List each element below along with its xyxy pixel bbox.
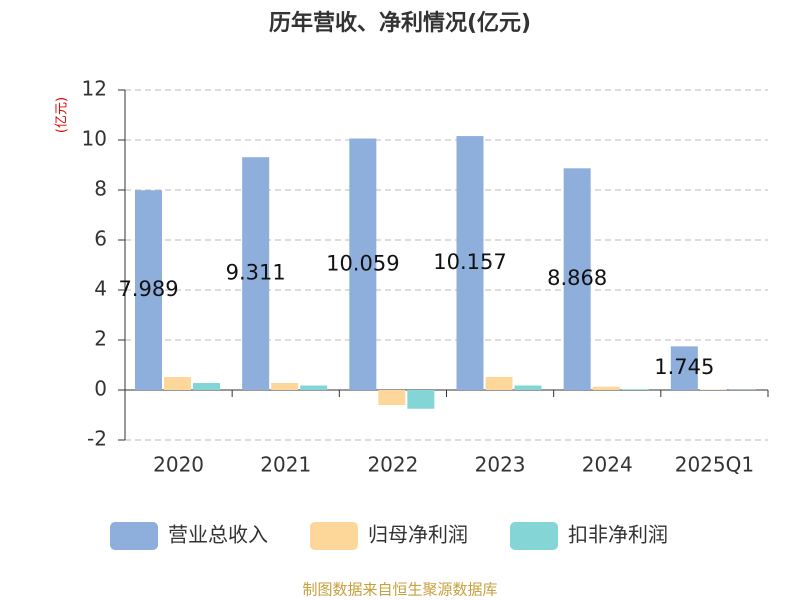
bar <box>378 390 406 405</box>
y-tick-label: 10 <box>82 127 107 151</box>
data-label: 10.157 <box>433 250 506 274</box>
y-tick-label: 4 <box>94 277 107 301</box>
data-label: 10.059 <box>326 251 399 275</box>
source-note: 制图数据来自恒生聚源数据库 <box>302 581 497 599</box>
bar <box>349 138 377 390</box>
bar <box>621 389 649 390</box>
legend-label: 营业总收入 <box>168 523 268 547</box>
bar <box>514 385 542 390</box>
legend-label: 归母净利润 <box>368 523 468 547</box>
bar <box>563 168 591 390</box>
bar <box>670 346 698 390</box>
bar <box>164 377 191 390</box>
bar <box>135 190 162 390</box>
x-tick-label: 2024 <box>582 453 633 477</box>
y-tick-label: 0 <box>94 377 107 401</box>
x-tick-label: 2023 <box>475 453 526 477</box>
data-label: 8.868 <box>547 266 607 290</box>
x-tick-label: 2021 <box>260 453 311 477</box>
x-tick-label: 2020 <box>153 453 204 477</box>
legend-swatch <box>310 522 358 550</box>
y-tick-label: 6 <box>94 227 107 251</box>
bar <box>456 136 484 390</box>
legend-swatch <box>510 522 558 550</box>
y-tick-label: -2 <box>87 427 107 451</box>
chart-title: 历年营收、净利情况(亿元) <box>269 10 531 36</box>
bar <box>242 157 270 390</box>
x-tick-label: 2025Q1 <box>675 453 754 477</box>
bar <box>699 389 727 390</box>
x-tick-label: 2022 <box>367 453 418 477</box>
bar <box>193 383 220 390</box>
legend-label: 扣非净利润 <box>568 523 668 547</box>
y-tick-label: 2 <box>94 327 107 351</box>
y-tick-label: 12 <box>82 77 107 101</box>
data-label: 7.989 <box>118 277 178 301</box>
bar <box>271 383 299 390</box>
bar <box>485 377 513 390</box>
y-axis-label: (亿元) <box>55 97 70 133</box>
data-label: 9.311 <box>226 261 286 285</box>
bar <box>407 390 435 409</box>
bar <box>300 385 328 390</box>
data-label: 1.745 <box>654 355 714 379</box>
bar <box>592 386 620 390</box>
y-tick-label: 8 <box>94 177 107 201</box>
legend-swatch <box>110 522 158 550</box>
